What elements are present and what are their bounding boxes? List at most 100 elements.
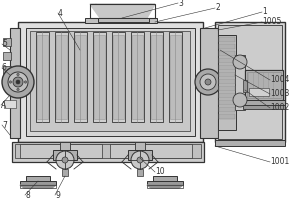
Bar bbox=[243, 105, 285, 109]
Bar bbox=[30, 31, 190, 131]
Bar bbox=[112, 32, 125, 122]
Bar bbox=[137, 169, 143, 176]
Bar bbox=[3, 66, 11, 74]
Bar bbox=[20, 185, 56, 188]
Bar bbox=[3, 80, 11, 88]
Bar bbox=[219, 93, 235, 98]
Bar bbox=[219, 65, 235, 70]
Bar bbox=[150, 32, 163, 122]
Text: 1: 1 bbox=[262, 7, 267, 17]
Circle shape bbox=[137, 157, 143, 163]
Bar bbox=[20, 181, 56, 185]
Circle shape bbox=[13, 77, 23, 87]
Bar bbox=[3, 52, 11, 60]
Bar bbox=[219, 107, 235, 112]
Bar bbox=[219, 37, 235, 42]
Text: 7: 7 bbox=[2, 120, 7, 130]
Bar bbox=[18, 22, 203, 142]
Bar bbox=[74, 32, 87, 122]
Text: A: A bbox=[1, 100, 6, 110]
Polygon shape bbox=[147, 185, 183, 188]
Bar bbox=[20, 144, 102, 158]
Bar bbox=[53, 150, 77, 160]
Bar bbox=[10, 28, 20, 138]
Bar bbox=[200, 28, 218, 138]
Text: 1004: 1004 bbox=[270, 75, 290, 84]
Bar bbox=[15, 144, 201, 158]
Bar bbox=[135, 142, 145, 150]
Bar bbox=[60, 142, 70, 150]
Text: 5: 5 bbox=[2, 40, 7, 48]
Circle shape bbox=[2, 66, 34, 98]
Bar bbox=[219, 79, 235, 84]
Bar bbox=[3, 38, 11, 46]
Circle shape bbox=[131, 151, 149, 169]
Bar bbox=[219, 51, 235, 56]
Bar bbox=[169, 32, 182, 122]
Bar bbox=[218, 25, 282, 139]
Text: 1003: 1003 bbox=[270, 90, 290, 98]
Circle shape bbox=[24, 81, 27, 83]
Bar bbox=[219, 44, 235, 49]
Text: 1005: 1005 bbox=[262, 18, 281, 26]
Circle shape bbox=[8, 72, 28, 92]
Bar bbox=[128, 150, 152, 160]
Bar bbox=[219, 72, 235, 77]
Text: 6: 6 bbox=[2, 64, 7, 72]
Bar bbox=[12, 142, 204, 162]
Bar bbox=[153, 176, 177, 181]
Bar bbox=[147, 185, 183, 188]
Bar bbox=[131, 32, 144, 122]
Bar bbox=[90, 4, 155, 18]
Bar bbox=[235, 55, 245, 110]
Circle shape bbox=[17, 88, 19, 91]
Text: 1002: 1002 bbox=[270, 104, 289, 112]
Bar bbox=[219, 114, 235, 119]
Bar bbox=[75, 35, 86, 119]
Circle shape bbox=[62, 157, 68, 163]
Bar bbox=[219, 58, 235, 63]
Bar bbox=[243, 100, 285, 105]
Circle shape bbox=[205, 79, 211, 85]
Polygon shape bbox=[20, 185, 56, 188]
Bar bbox=[218, 35, 236, 130]
Circle shape bbox=[233, 93, 247, 107]
Bar bbox=[37, 35, 48, 119]
Bar bbox=[4, 100, 16, 108]
Bar bbox=[147, 181, 183, 185]
Circle shape bbox=[17, 73, 19, 76]
Bar bbox=[26, 176, 50, 181]
Bar bbox=[151, 35, 162, 119]
Bar bbox=[249, 88, 269, 96]
Bar bbox=[215, 140, 285, 146]
Bar bbox=[132, 35, 143, 119]
Text: 9: 9 bbox=[55, 190, 60, 200]
Text: 1001: 1001 bbox=[270, 158, 289, 166]
Bar bbox=[243, 80, 247, 92]
Bar bbox=[110, 144, 192, 158]
Circle shape bbox=[233, 55, 247, 69]
Bar bbox=[245, 70, 283, 100]
Circle shape bbox=[56, 151, 74, 169]
Bar bbox=[94, 35, 105, 119]
Circle shape bbox=[195, 69, 221, 95]
Bar bbox=[36, 32, 49, 122]
Bar bbox=[26, 28, 195, 136]
Text: 10: 10 bbox=[155, 168, 165, 176]
Bar bbox=[55, 32, 68, 122]
Bar bbox=[215, 22, 285, 142]
Bar bbox=[93, 32, 106, 122]
Text: 3: 3 bbox=[178, 0, 183, 7]
Circle shape bbox=[200, 74, 216, 90]
Circle shape bbox=[9, 81, 12, 83]
Polygon shape bbox=[90, 4, 155, 18]
Bar bbox=[170, 35, 181, 119]
Text: 8: 8 bbox=[25, 190, 30, 200]
Bar bbox=[62, 169, 68, 176]
Bar bbox=[219, 100, 235, 105]
Bar bbox=[98, 18, 149, 22]
Text: 4: 4 bbox=[58, 8, 63, 18]
Circle shape bbox=[16, 80, 20, 84]
Bar bbox=[113, 35, 124, 119]
Bar bbox=[85, 18, 157, 23]
